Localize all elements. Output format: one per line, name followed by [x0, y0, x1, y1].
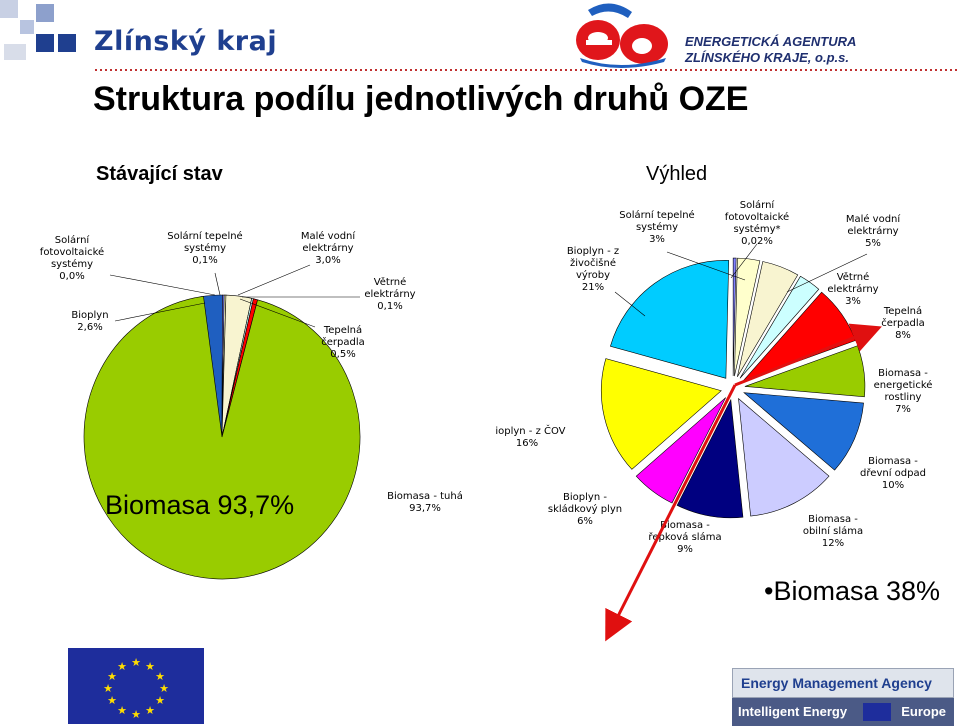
leader-line — [666, 251, 746, 281]
biomass-outlook-label: •Biomasa 38% — [764, 576, 941, 606]
pie-chart-outlook: Solární fotovoltaické systémy* 0,02% Solární… — [495, 199, 933, 555]
eu-flag-icon: ★ ★★ ★★★ ★★★ ★★★ — [68, 648, 204, 724]
slice-label-6: Tepelná čerpadla 0,5% — [321, 324, 365, 360]
slice-label-10: Bioplyn - z ČOV 16% — [495, 424, 566, 449]
leader-line — [614, 291, 646, 317]
pie-slice-biomasa — [743, 392, 864, 471]
slice-label-8: Biomasa -řepková sláma 9% — [648, 520, 721, 555]
leader-line — [239, 298, 316, 328]
slice-label-0: Solární fotovoltaické systémy* 0,02% — [725, 199, 789, 247]
leader-line — [237, 264, 311, 296]
pie-chart-current: Solární fotovoltaické systémy 0,0% Solární t… — [40, 230, 463, 580]
svg-text:★: ★ — [131, 656, 141, 669]
svg-text:★: ★ — [159, 682, 169, 695]
slice-label-1: Solární tepelné systémy 3% — [619, 209, 694, 245]
page-title: Struktura podílu jednotlivých druhů OZE — [93, 80, 749, 118]
subtitle-current-state: Stávající stav — [96, 163, 223, 185]
slice-label-4: Tepelná čerpadla 8% — [881, 305, 925, 341]
zlinsky-kraj-logo: Zlínský kraj — [0, 0, 277, 70]
slice-label-11: Bioplyn - z živočišné výroby 21% — [567, 246, 619, 293]
slice-label-1: Bioplyn 2,6% — [71, 310, 108, 333]
agency-name-line2: ZLÍNSKÉHO KRAJE, o.p.s. — [685, 50, 849, 65]
slice-label-2: Solární fotovoltaické systémy 0,0% — [40, 234, 104, 282]
biomass-current-label: Biomasa 93,7% — [105, 490, 295, 520]
header-divider — [95, 69, 960, 71]
svg-text:★: ★ — [103, 682, 113, 695]
slice-label-3: Solární tepelné systémy 0,1% — [167, 230, 242, 266]
slice-label-9: Bioplyn -skládkový plyn 6% — [548, 492, 622, 527]
slice-label-6: Biomasa -dřevní odpad 10% — [860, 456, 926, 491]
eu-small-flag-icon — [863, 703, 891, 721]
svg-text:★: ★ — [107, 694, 117, 707]
svg-text:★: ★ — [155, 670, 165, 683]
energy-management-agency-logo: Energy Management Agency Intelligent Ene… — [732, 668, 954, 726]
slice-label-4: Malé vodní elektrárny 3,0% — [301, 230, 357, 266]
slice-label-3: Větrné elektrárny 3% — [827, 271, 878, 307]
agency-name-line1: ENERGETICKÁ AGENTURA — [685, 34, 857, 49]
zlinsky-kraj-text: Zlínský kraj — [94, 26, 278, 57]
svg-text:★: ★ — [117, 704, 127, 717]
svg-text:★: ★ — [131, 708, 141, 721]
europe-text: Europe — [901, 704, 946, 719]
svg-text:★: ★ — [155, 694, 165, 707]
ea-logo-icon — [576, 3, 668, 68]
slice-label-7: Biomasa -obilní sláma 12% — [803, 514, 863, 549]
subtitle-outlook: Výhled — [646, 163, 708, 185]
svg-text:★: ★ — [107, 670, 117, 683]
intelligent-energy-text: Intelligent Energy — [738, 704, 848, 719]
leader-line — [109, 274, 216, 296]
svg-text:★: ★ — [117, 660, 127, 673]
slice-label-5: Biomasa -energetické rostliny 7% — [874, 368, 933, 415]
slice-label-5: Větrné elektrárny 0,1% — [364, 276, 415, 312]
leader-line — [214, 272, 221, 296]
leader-line — [114, 302, 206, 322]
slice-label-0: Biomasa - tuhá 93,7% — [387, 490, 463, 514]
pie-slice-biomasa-tuh — [83, 295, 361, 580]
ema-banner: Intelligent Energy Europe — [732, 698, 954, 726]
slice-label-2: Malé vodní elektrárny 5% — [846, 213, 902, 249]
pie-slice-bioplyn-z — [610, 260, 730, 379]
pie-slice-sol-rn — [732, 257, 737, 377]
leader-line — [730, 243, 758, 279]
ema-title: Energy Management Agency — [732, 668, 954, 698]
svg-text:★: ★ — [145, 704, 155, 717]
svg-text:★: ★ — [145, 660, 155, 673]
leader-line — [786, 253, 868, 293]
pie-slice-biomasa — [738, 397, 830, 517]
pie-slice-bioplyn-z-ov — [601, 358, 722, 470]
